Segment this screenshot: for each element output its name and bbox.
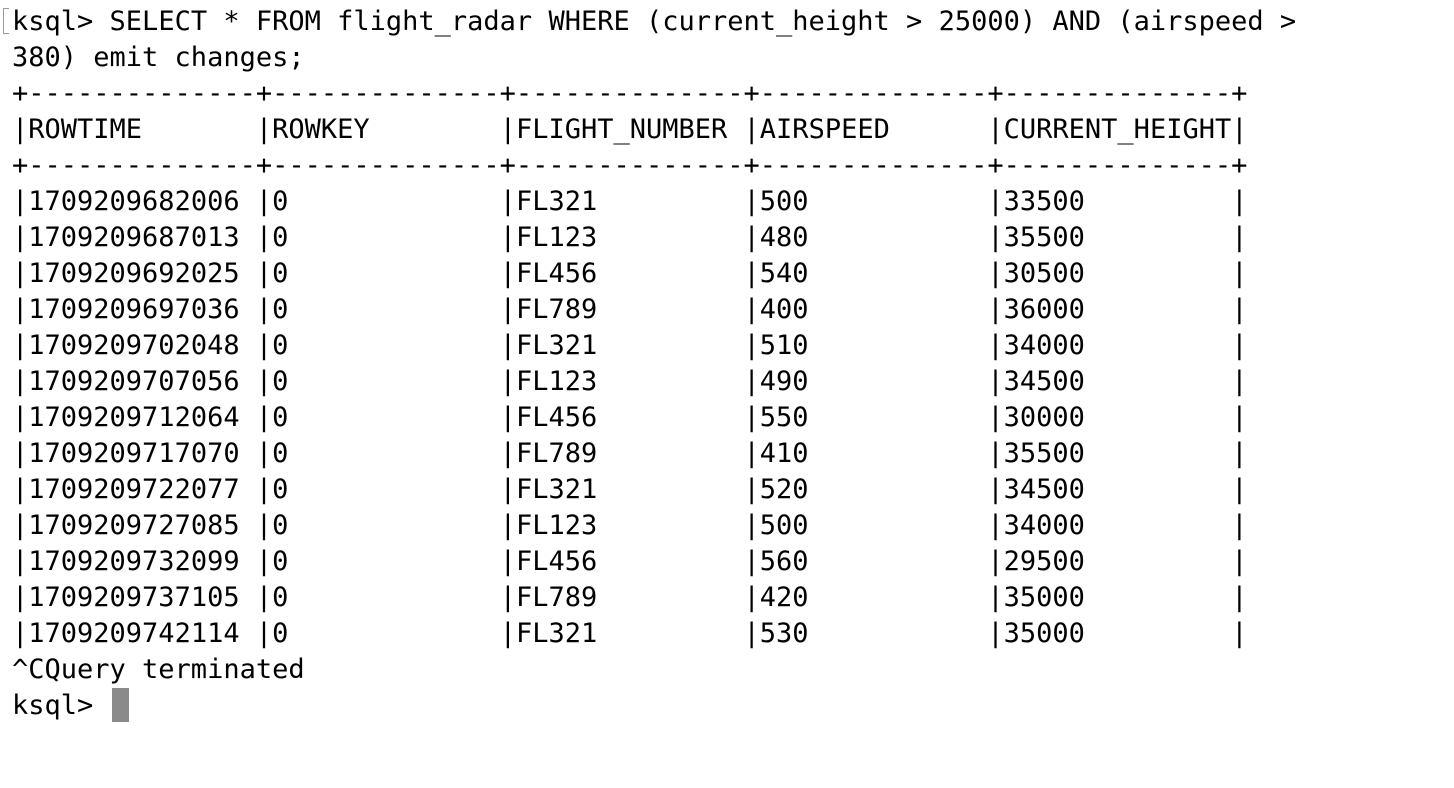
table-body: |1709209682006 |0 |FL321 |500 |33500 | |1… [0, 184, 1454, 652]
table-cell-rowkey: 0 [272, 438, 500, 469]
termination-message: ^CQuery terminated [12, 654, 305, 685]
table-cell-airspeed: 540 [759, 258, 988, 289]
column-header-airspeed: AIRSPEED [759, 114, 988, 145]
table-cell-current-height: 35000 [1003, 582, 1232, 613]
cursor-block[interactable] [111, 688, 129, 722]
table-cell-current-height: 35500 [1003, 438, 1232, 469]
table-cell-airspeed: 420 [759, 582, 988, 613]
table-cell-airspeed: 490 [759, 366, 988, 397]
table-cell-rowtime: 1709209697036 [28, 294, 256, 325]
table-cell-rowtime: 1709209732099 [28, 546, 256, 577]
table-cell-flight-number: FL321 [515, 186, 744, 217]
table-cell-rowtime: 1709209737105 [28, 582, 256, 613]
table-cell-airspeed: 530 [759, 618, 988, 649]
table-cell-rowtime: 1709209682006 [28, 186, 256, 217]
table-cell-current-height: 35500 [1003, 222, 1232, 253]
table-row: |1709209692025 |0 |FL456 |540 |30500 | [12, 258, 1248, 289]
table-cell-flight-number: FL321 [515, 474, 744, 505]
table-cell-flight-number: FL456 [515, 402, 744, 433]
table-row: |1709209697036 |0 |FL789 |400 |36000 | [12, 294, 1248, 325]
table-row: |1709209727085 |0 |FL123 |500 |34000 | [12, 510, 1248, 541]
table-row: |1709209682006 |0 |FL321 |500 |33500 | [12, 186, 1248, 217]
table-cell-flight-number: FL456 [515, 258, 744, 289]
table-cell-flight-number: FL456 [515, 546, 744, 577]
table-cell-flight-number: FL123 [515, 366, 744, 397]
table-cell-rowtime: 1709209692025 [28, 258, 256, 289]
column-header-rowkey: ROWKEY [272, 114, 500, 145]
table-cell-rowtime: 1709209687013 [28, 222, 256, 253]
column-header-rowtime: ROWTIME [28, 114, 256, 145]
table-cell-flight-number: FL321 [515, 618, 744, 649]
table-cell-airspeed: 500 [759, 186, 988, 217]
table-top-border: +--------------+--------------+---------… [12, 78, 1248, 109]
table-cell-airspeed: 480 [759, 222, 988, 253]
command-text-2: 380) emit changes; [12, 42, 305, 73]
table-cell-rowtime: 1709209712064 [28, 402, 256, 433]
table-cell-rowkey: 0 [272, 186, 500, 217]
table-row: |1709209717070 |0 |FL789 |410 |35500 | [12, 438, 1248, 469]
table-cell-current-height: 36000 [1003, 294, 1232, 325]
table-cell-rowkey: 0 [272, 510, 500, 541]
table-cell-flight-number: FL789 [515, 294, 744, 325]
table-cell-rowkey: 0 [272, 402, 500, 433]
table-cell-rowkey: 0 [272, 222, 500, 253]
final-prompt-line: ksql> [0, 688, 1454, 724]
table-cell-rowkey: 0 [272, 546, 500, 577]
table-cell-rowkey: 0 [272, 582, 500, 613]
table-cell-rowtime: 1709209702048 [28, 330, 256, 361]
table-cell-rowkey: 0 [272, 366, 500, 397]
table-row: |1709209712064 |0 |FL456 |550 |30000 | [12, 402, 1248, 433]
table-cell-airspeed: 410 [759, 438, 988, 469]
table-row: |1709209742114 |0 |FL321 |530 |35000 | [12, 618, 1248, 649]
table-cell-rowkey: 0 [272, 258, 500, 289]
table-cell-airspeed: 400 [759, 294, 988, 325]
table-row: |1709209702048 |0 |FL321 |510 |34000 | [12, 330, 1248, 361]
table-row: |1709209737105 |0 |FL789 |420 |35000 | [12, 582, 1248, 613]
table-cell-current-height: 34000 [1003, 330, 1232, 361]
table-cell-flight-number: FL789 [515, 438, 744, 469]
table-cell-rowtime: 1709209722077 [28, 474, 256, 505]
table-cell-flight-number: FL789 [515, 582, 744, 613]
table-header-row: |ROWTIME |ROWKEY |FLIGHT_NUMBER |AIRSPEE… [12, 114, 1248, 145]
table-cell-rowkey: 0 [272, 618, 500, 649]
mark-bracket-icon [3, 8, 9, 34]
column-header-current-height: CURRENT_HEIGHT [1003, 114, 1232, 145]
table-cell-current-height: 34500 [1003, 366, 1232, 397]
final-prompt: ksql> [12, 690, 94, 721]
table-cell-rowkey: 0 [272, 330, 500, 361]
table-cell-airspeed: 550 [759, 402, 988, 433]
command-line-1: ksql> SELECT * FROM flight_radar WHERE (… [0, 4, 1454, 40]
table-cell-flight-number: FL123 [515, 510, 744, 541]
table-cell-airspeed: 520 [759, 474, 988, 505]
table-cell-rowtime: 1709209742114 [28, 618, 256, 649]
table-cell-rowtime: 1709209717070 [28, 438, 256, 469]
table-cell-flight-number: FL123 [515, 222, 744, 253]
table-row: |1709209687013 |0 |FL123 |480 |35500 | [12, 222, 1248, 253]
table-cell-rowtime: 1709209707056 [28, 366, 256, 397]
table-cell-current-height: 30000 [1003, 402, 1232, 433]
table-cell-current-height: 34500 [1003, 474, 1232, 505]
table-row: |1709209722077 |0 |FL321 |520 |34500 | [12, 474, 1248, 505]
command-line-2: 380) emit changes; [0, 40, 1454, 76]
table-row: |1709209732099 |0 |FL456 |560 |29500 | [12, 546, 1248, 577]
table-cell-airspeed: 560 [759, 546, 988, 577]
table-header-border: +--------------+--------------+---------… [12, 150, 1248, 181]
table-cell-rowtime: 1709209727085 [28, 510, 256, 541]
table-cell-airspeed: 500 [759, 510, 988, 541]
column-header-flight-number: FLIGHT_NUMBER [515, 114, 744, 145]
table-cell-current-height: 34000 [1003, 510, 1232, 541]
table-cell-rowkey: 0 [272, 294, 500, 325]
table-cell-current-height: 33500 [1003, 186, 1232, 217]
command-text-1: SELECT * FROM flight_radar WHERE (curren… [109, 6, 1297, 37]
table-cell-flight-number: FL321 [515, 330, 744, 361]
table-cell-current-height: 29500 [1003, 546, 1232, 577]
table-cell-current-height: 30500 [1003, 258, 1232, 289]
table-cell-rowkey: 0 [272, 474, 500, 505]
prompt: ksql> [12, 6, 94, 37]
table-cell-current-height: 35000 [1003, 618, 1232, 649]
table-cell-airspeed: 510 [759, 330, 988, 361]
table-row: |1709209707056 |0 |FL123 |490 |34500 | [12, 366, 1248, 397]
